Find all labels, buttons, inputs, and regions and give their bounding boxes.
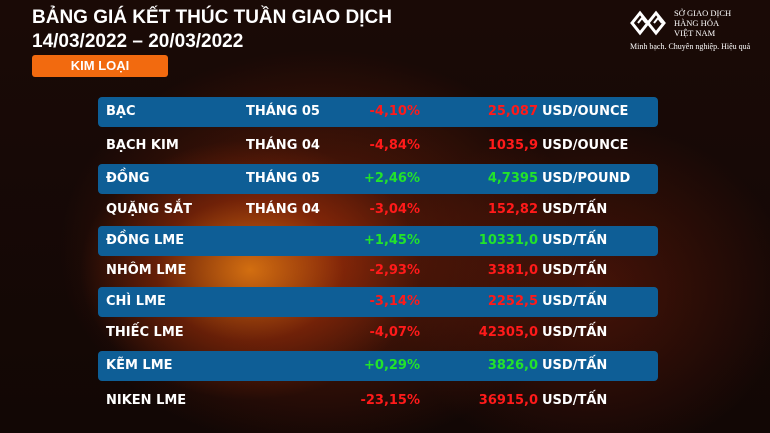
- price-value: 10331,0: [478, 233, 538, 248]
- price-unit: USD/POUND: [542, 171, 631, 186]
- table-row: BẠC THÁNG 05 -4,10% 25,087 USD/OUNCE: [98, 97, 658, 127]
- price-value: 152,82: [487, 202, 538, 217]
- table-row: NIKEN LME -23,15% 36915,0 USD/TẤN: [98, 386, 658, 416]
- price-unit: USD/TẤN: [542, 202, 608, 217]
- price-change: -4,07%: [369, 325, 421, 340]
- price-unit: USD/TẤN: [542, 393, 608, 408]
- price-unit: USD/TẤN: [542, 358, 608, 373]
- commodity-name: NHÔM LME: [106, 263, 187, 278]
- price-value: 36915,0: [478, 393, 538, 408]
- date-range: 14/03/2022 – 20/03/2022: [32, 31, 244, 52]
- table-row: ĐỒNG THÁNG 05 +2,46% 4,7395 USD/POUND: [98, 164, 658, 194]
- contract-term: THÁNG 05: [246, 104, 320, 119]
- price-value: 42305,0: [478, 325, 538, 340]
- table-row: THIẾC LME -4,07% 42305,0 USD/TẤN: [98, 318, 658, 348]
- commodity-name: BẠC: [106, 104, 136, 119]
- commodity-name: THIẾC LME: [106, 325, 184, 340]
- price-unit: USD/TẤN: [542, 263, 608, 278]
- price-value: 4,7395: [487, 171, 538, 186]
- logo-slogan: Minh bạch. Chuyên nghiệp. Hiệu quả: [630, 42, 751, 51]
- table-row: KẼM LME +0,29% 3826,0 USD/TẤN: [98, 351, 658, 381]
- table-row: NHÔM LME -2,93% 3381,0 USD/TẤN: [98, 256, 658, 286]
- price-value: 3381,0: [487, 263, 538, 278]
- price-unit: USD/TẤN: [542, 325, 608, 340]
- table-row: CHÌ LME -3,14% 2252,5 USD/TẤN: [98, 287, 658, 317]
- logo-mark-icon: [630, 10, 666, 36]
- price-value: 2252,5: [487, 294, 538, 309]
- price-change: -3,04%: [369, 202, 421, 217]
- price-change: -2,93%: [369, 263, 421, 278]
- contract-term: THÁNG 04: [246, 202, 320, 217]
- table-row: BẠCH KIM THÁNG 04 -4,84% 1035,9 USD/OUNCE: [98, 131, 658, 161]
- price-value: 25,087: [487, 104, 538, 119]
- page-title: BẢNG GIÁ KẾT THÚC TUẦN GIAO DỊCH 14/03/2…: [32, 6, 392, 54]
- price-change: +0,29%: [364, 358, 420, 373]
- table-row: ĐỒNG LME +1,45% 10331,0 USD/TẤN: [98, 226, 658, 256]
- contract-term: THÁNG 05: [246, 171, 320, 186]
- price-change: -3,14%: [369, 294, 421, 309]
- commodity-name: ĐỒNG LME: [106, 233, 185, 248]
- commodity-name: NIKEN LME: [106, 393, 187, 408]
- commodity-name: KẼM LME: [106, 358, 173, 373]
- category-badge: KIM LOẠI: [32, 55, 168, 77]
- price-unit: USD/OUNCE: [542, 138, 629, 153]
- price-change: -23,15%: [360, 393, 420, 408]
- price-value: 3826,0: [487, 358, 538, 373]
- price-unit: USD/TẤN: [542, 294, 608, 309]
- commodity-name: BẠCH KIM: [106, 138, 179, 153]
- price-unit: USD/TẤN: [542, 233, 608, 248]
- commodity-name: QUẶNG SẮT: [106, 202, 193, 217]
- title-text: BẢNG GIÁ KẾT THÚC TUẦN GIAO DỊCH: [32, 7, 392, 28]
- price-change: +1,45%: [364, 233, 420, 248]
- price-unit: USD/OUNCE: [542, 104, 629, 119]
- price-change: +2,46%: [364, 171, 420, 186]
- price-change: -4,84%: [369, 138, 421, 153]
- table-row: QUẶNG SẮT THÁNG 04 -3,04% 152,82 USD/TẤN: [98, 195, 658, 225]
- price-change: -4,10%: [369, 104, 421, 119]
- logo-name: SỞ GIAO DỊCH HÀNG HÓA VIỆT NAM: [674, 8, 732, 38]
- commodity-name: CHÌ LME: [106, 294, 166, 309]
- commodity-name: ĐỒNG: [106, 171, 150, 186]
- price-value: 1035,9: [487, 138, 538, 153]
- contract-term: THÁNG 04: [246, 138, 320, 153]
